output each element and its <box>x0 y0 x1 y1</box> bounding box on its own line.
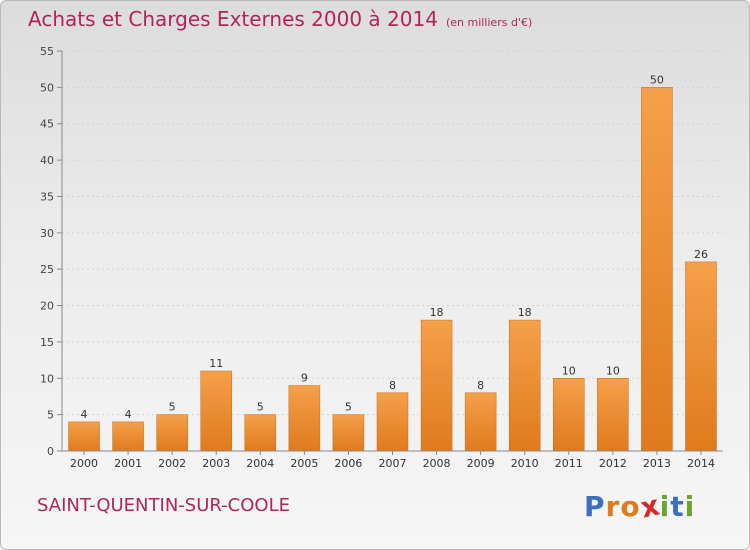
x-tick-label: 2008 <box>423 457 451 470</box>
y-tick-label: 20 <box>40 300 54 313</box>
bars-layer <box>68 87 717 452</box>
bar <box>112 421 144 452</box>
x-tick-label: 2005 <box>290 457 318 470</box>
y-tick-label: 25 <box>40 263 54 276</box>
bar <box>376 392 409 452</box>
bar-value-label: 50 <box>650 73 664 86</box>
x-tick-label: 2006 <box>334 457 362 470</box>
logo-letter: i <box>684 490 696 523</box>
bar <box>508 319 541 452</box>
bar-value-label: 5 <box>169 401 176 414</box>
x-tick-label: 2010 <box>511 457 539 470</box>
chart-title-text: Achats et Charges Externes 2000 à 2014 <box>28 7 438 31</box>
bar <box>244 414 277 452</box>
bar <box>156 414 188 452</box>
bar-value-label: 4 <box>125 408 132 421</box>
commune-name: SAINT-QUENTIN-SUR-COOLE <box>37 495 290 516</box>
bar <box>685 261 717 452</box>
bar-value-label: 18 <box>518 306 532 319</box>
logo-letter: o <box>620 490 641 523</box>
bar-value-label: 9 <box>301 372 308 385</box>
bar <box>200 370 232 452</box>
y-tick-label: 0 <box>47 445 54 458</box>
y-tick-label: 50 <box>40 81 54 94</box>
x-tick-label: 2003 <box>202 457 230 470</box>
bar <box>641 87 673 452</box>
x-tick-label: 2013 <box>643 457 671 470</box>
y-tick-label: 5 <box>47 409 54 422</box>
x-tick-label: 2000 <box>70 457 98 470</box>
bar-value-label: 5 <box>345 401 352 414</box>
bar <box>553 378 585 452</box>
chart-title: Achats et Charges Externes 2000 à 2014 (e… <box>28 7 532 31</box>
bar <box>68 421 100 452</box>
proxiti-logo: Proxiti <box>584 488 696 524</box>
bar-value-label: 26 <box>694 248 708 261</box>
bar-value-label: 5 <box>257 401 264 414</box>
bar <box>420 319 453 452</box>
bar-value-label: 10 <box>562 364 576 377</box>
labels-layer: 4 2000 4 2001 5 2002 11 2003 5 2004 9 2005 5 2006 8 200… <box>70 73 715 470</box>
bar-value-label: 8 <box>389 379 396 392</box>
logo-letter: r <box>605 490 621 523</box>
y-tick-label: 45 <box>40 118 54 131</box>
x-tick-label: 2007 <box>379 457 407 470</box>
y-tick-label: 10 <box>40 372 54 385</box>
bar <box>332 414 365 452</box>
x-tick-label: 2011 <box>555 457 583 470</box>
bar <box>597 378 629 452</box>
x-tick-label: 2014 <box>687 457 715 470</box>
y-tick-label: 35 <box>40 190 54 203</box>
y-tick-label: 55 <box>40 45 54 58</box>
bar-value-label: 11 <box>209 357 223 370</box>
bar-value-label: 18 <box>430 306 444 319</box>
logo-letter: P <box>584 490 606 523</box>
y-tick-label: 30 <box>40 227 54 240</box>
logo-letter: i <box>659 490 671 523</box>
y-tick-label: 15 <box>40 336 54 349</box>
x-tick-label: 2009 <box>467 457 495 470</box>
bar <box>288 385 321 452</box>
bar-value-label: 4 <box>81 408 88 421</box>
x-tick-label: 2002 <box>158 457 186 470</box>
bar <box>464 392 497 452</box>
bar-value-label: 10 <box>606 364 620 377</box>
chart-unit: (en milliers d'€) <box>445 16 533 29</box>
x-tick-label: 2012 <box>599 457 627 470</box>
bar-value-label: 8 <box>477 379 484 392</box>
x-tick-label: 2004 <box>246 457 274 470</box>
logo-letter: t <box>670 490 685 523</box>
y-tick-label: 40 <box>40 154 54 167</box>
x-tick-label: 2001 <box>114 457 142 470</box>
grid-layer <box>62 50 723 416</box>
